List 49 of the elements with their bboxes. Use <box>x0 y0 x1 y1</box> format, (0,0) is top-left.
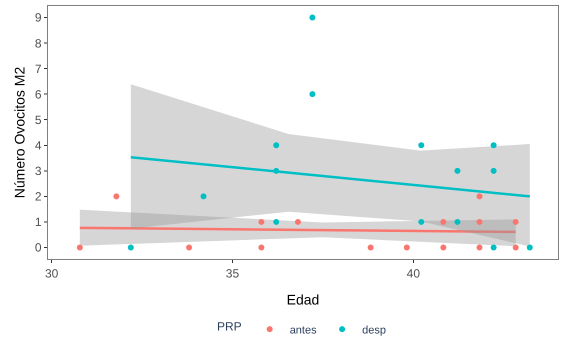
point <box>490 244 497 250</box>
point <box>404 244 410 250</box>
y-tick-label: 3 <box>34 164 42 178</box>
y-tick-label: 6 <box>34 87 42 102</box>
y-axis-title: Número Ovocitos M2 <box>12 66 28 198</box>
line-series <box>130 156 532 198</box>
legend-title: PRP <box>217 319 242 334</box>
point <box>368 244 374 250</box>
point <box>440 218 446 225</box>
y-tick-label: 8 <box>34 36 42 50</box>
y-tick-label: 0 <box>34 240 42 255</box>
point <box>490 168 497 174</box>
x-tick-label: 40 <box>406 266 420 280</box>
point <box>454 218 460 225</box>
y-tick-label: 4 <box>34 138 42 152</box>
point <box>476 193 483 200</box>
legend-label: antes <box>290 324 318 336</box>
point <box>113 193 120 200</box>
point <box>490 142 497 148</box>
point <box>512 218 519 225</box>
point <box>454 168 460 174</box>
point <box>258 218 264 225</box>
legend-label: desp <box>362 324 386 336</box>
point <box>476 218 483 225</box>
x-tick-label: 35 <box>226 266 240 280</box>
point <box>476 244 483 250</box>
point <box>273 168 280 174</box>
point <box>309 91 316 98</box>
y-tick-label: 1 <box>34 215 42 230</box>
point <box>309 14 316 20</box>
y-tick-label: 2 <box>34 190 42 204</box>
point <box>512 244 519 250</box>
point <box>186 244 192 250</box>
x-axis-title: Edad <box>286 292 320 308</box>
point <box>440 244 446 250</box>
y-tick-label: 9 <box>34 10 42 25</box>
x-tick-label: 30 <box>44 266 59 280</box>
point <box>418 142 424 148</box>
point <box>294 218 301 225</box>
point <box>526 244 533 250</box>
point <box>76 244 83 250</box>
point <box>128 244 134 250</box>
point <box>418 218 424 225</box>
point <box>200 193 207 200</box>
y-tick-label: 7 <box>34 62 42 76</box>
point <box>273 142 280 148</box>
point <box>258 244 264 250</box>
point <box>273 218 280 225</box>
y-tick-label: 5 <box>34 112 42 127</box>
